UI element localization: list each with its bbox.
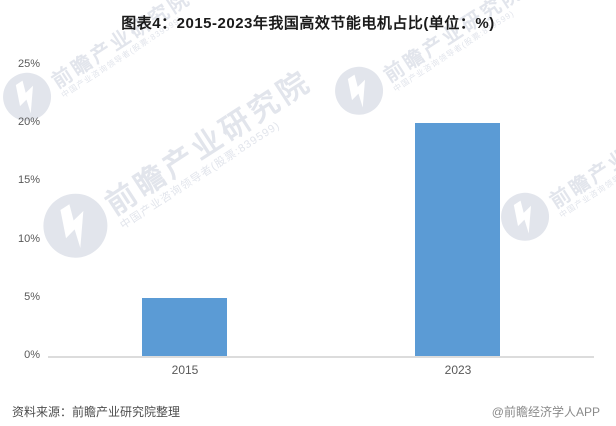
credit-note: @前瞻经济学人APP: [491, 405, 600, 419]
y-tick-label-5: 5%: [24, 290, 40, 303]
y-tick-label-0: 0%: [24, 349, 40, 361]
y-tick-label-25: 25%: [17, 58, 40, 70]
x-tick-label-2015: 2015: [171, 363, 199, 377]
source-note: 资料来源：前瞻产业研究院整理: [12, 405, 181, 419]
y-tick-label-15: 15%: [17, 174, 40, 187]
y-tick-label-10: 10%: [17, 232, 40, 245]
bar-2023: [415, 123, 500, 356]
plot-area: [48, 65, 594, 358]
x-tick-label-2023: 2023: [444, 363, 472, 377]
chart-title: 图表4：2015-2023年我国高效节能电机占比(单位：%): [121, 15, 495, 32]
bar-2015: [142, 298, 227, 356]
y-tick-label-20: 20%: [17, 116, 40, 129]
